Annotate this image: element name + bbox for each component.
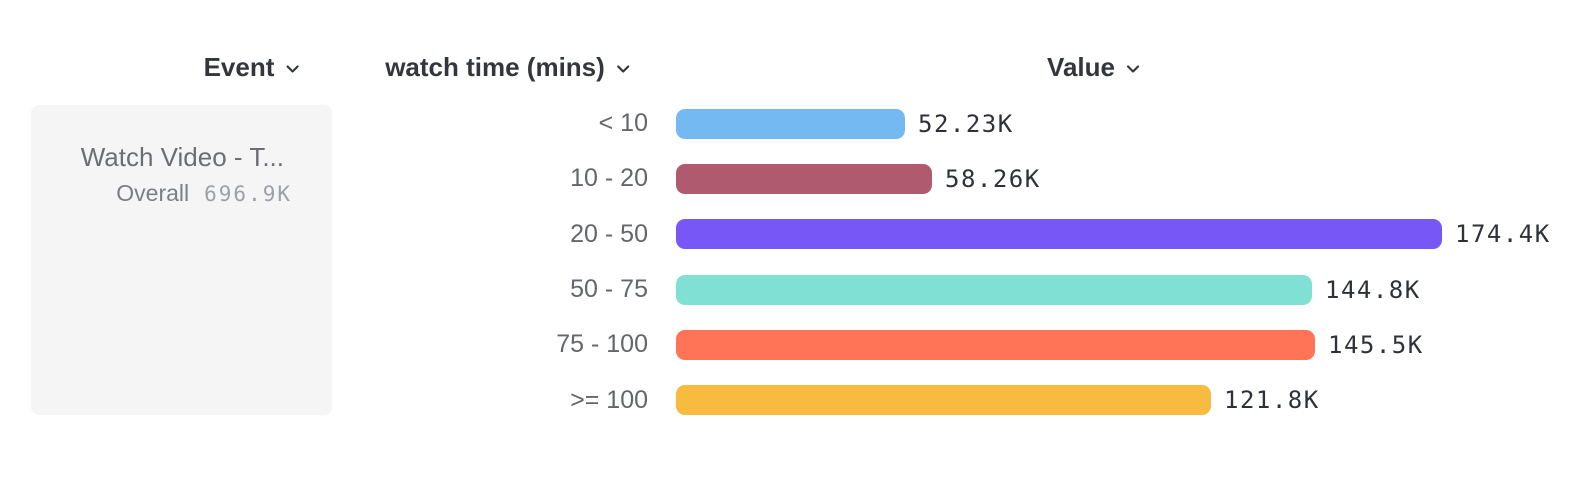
bar-segment[interactable] (676, 108, 905, 139)
chevron-down-icon (284, 61, 300, 77)
bar-value-label: 121.8K (1224, 386, 1320, 415)
event-title: Watch Video - T... (80, 142, 284, 172)
bar-value-label: 52.23K (918, 109, 1014, 138)
column-header-value-label: Value (1047, 52, 1115, 82)
category-label: 50 - 75 (570, 275, 648, 304)
category-label: >= 100 (570, 385, 648, 414)
bar-value-label: 144.8K (1325, 275, 1421, 304)
event-card[interactable]: Watch Video - T... Overall 696.9K (31, 105, 332, 415)
bar-segment[interactable] (676, 163, 932, 194)
column-header-watch-time-label: watch time (mins) (385, 52, 605, 82)
category-label: < 10 (598, 109, 648, 138)
bar-row: 50 - 75 144.8K (0, 262, 1584, 317)
category-label: 10 - 20 (570, 164, 648, 193)
bar-value-label: 58.26K (945, 164, 1041, 193)
bar-segment[interactable] (676, 385, 1211, 416)
column-header-watch-time[interactable]: watch time (mins) (385, 52, 631, 83)
chevron-down-icon (1125, 61, 1141, 77)
bar-row: >= 100 121.8K (0, 372, 1584, 427)
bar-segment[interactable] (676, 274, 1312, 305)
overall-value: 696.9K (204, 182, 292, 206)
bar-segment[interactable] (676, 329, 1315, 360)
bar-row: 75 - 100 145.5K (0, 317, 1584, 372)
category-label: 75 - 100 (556, 330, 648, 359)
bar-segment[interactable] (676, 219, 1442, 250)
bar-row: < 10 52.23K (0, 96, 1584, 151)
column-header-event-label: Event (203, 52, 275, 82)
bar-value-label: 174.4K (1455, 220, 1551, 249)
overall-label: Overall (116, 180, 190, 206)
category-label: 20 - 50 (570, 219, 648, 248)
bar-value-label: 145.5K (1328, 330, 1424, 359)
chevron-down-icon (615, 61, 631, 77)
column-header-value[interactable]: Value (1047, 52, 1141, 83)
bar-chart: < 10 52.23K 10 - 20 58.26K 20 - 50 174.4K 50 -… (0, 96, 1584, 428)
event-overall-row: Overall 696.9K (31, 180, 292, 207)
bar-row: 10 - 20 58.26K (0, 151, 1584, 206)
bar-row: 20 - 50 174.4K (0, 207, 1584, 262)
column-header-event[interactable]: Event (204, 52, 301, 83)
